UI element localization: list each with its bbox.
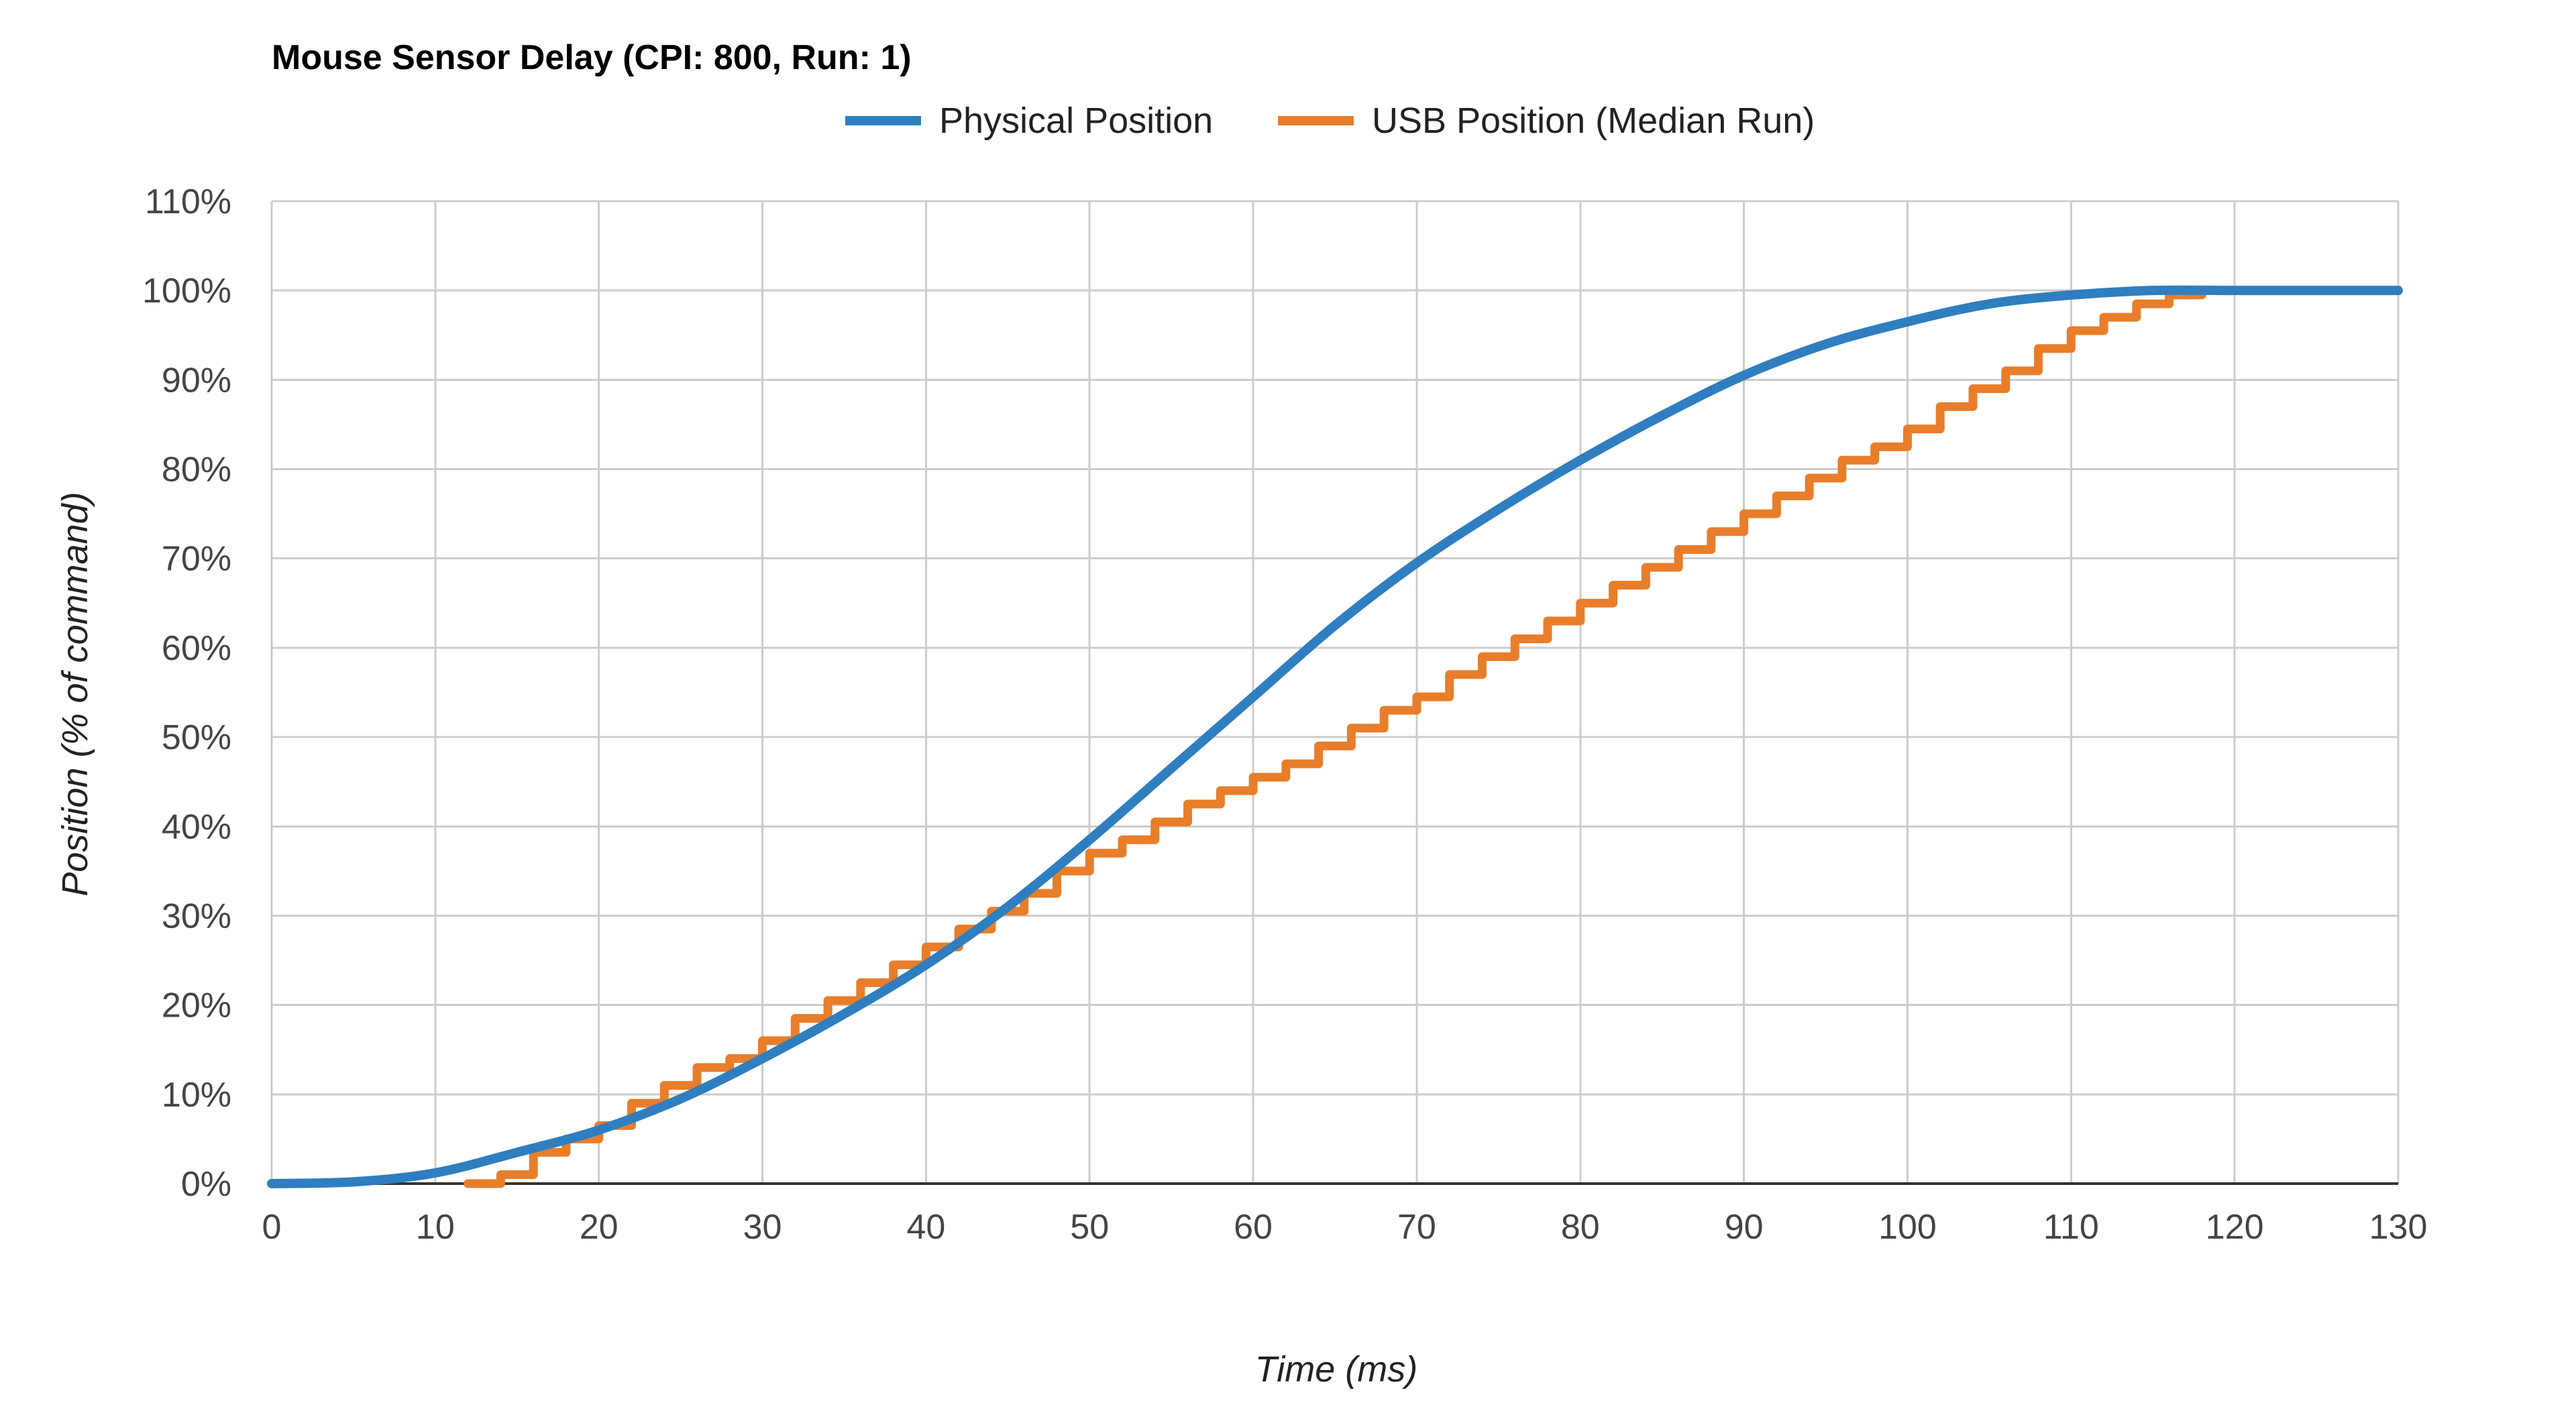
y-tick-label: 70% xyxy=(162,540,231,579)
grid xyxy=(270,200,2400,1185)
legend-item-usb-position[interactable]: USB Position (Median Run) xyxy=(1278,101,1815,141)
x-tick-label: 110 xyxy=(2043,1208,2099,1247)
series-line-usb-position-median-run xyxy=(464,286,2206,1188)
x-tick-label: 20 xyxy=(580,1208,619,1247)
y-tick-label: 80% xyxy=(162,451,231,490)
legend: Physical Position USB Position (Median R… xyxy=(845,101,1815,141)
y-tick-label: 30% xyxy=(162,897,231,935)
x-tick-label: 90 xyxy=(1725,1208,1764,1247)
x-axis-label: Time (ms) xyxy=(1255,1349,1417,1389)
x-axis-ticks: 0 10 20 30 40 50 60 70 80 90 100 110 120 130 xyxy=(262,1208,2428,1247)
legend-label-usb-position: USB Position (Median Run) xyxy=(1372,101,1815,141)
chart-title: Mouse Sensor Delay (CPI: 800, Run: 1) xyxy=(272,38,912,77)
y-tick-label: 60% xyxy=(162,629,231,668)
x-tick-label: 130 xyxy=(2369,1208,2428,1247)
x-tick-label: 50 xyxy=(1070,1208,1109,1247)
x-tick-label: 120 xyxy=(2206,1208,2264,1247)
y-axis-ticks: 0% 10% 20% 30% 40% 50% 60% 70% 80% 90% 100% 110% xyxy=(142,182,231,1204)
y-tick-label: 0% xyxy=(181,1165,231,1204)
y-tick-label: 40% xyxy=(162,807,231,846)
y-tick-label: 110% xyxy=(145,182,231,221)
y-tick-label: 20% xyxy=(162,986,231,1025)
x-tick-label: 100 xyxy=(1878,1208,1937,1247)
y-tick-label: 90% xyxy=(162,361,231,400)
legend-item-physical-position[interactable]: Physical Position xyxy=(845,101,1213,141)
x-tick-label: 80 xyxy=(1561,1208,1600,1247)
series-line-physical-position xyxy=(267,285,2403,1188)
y-axis-label: Position (% of command) xyxy=(55,492,95,896)
legend-label-physical-position: Physical Position xyxy=(939,101,1213,141)
x-tick-label: 30 xyxy=(743,1208,782,1247)
x-tick-label: 0 xyxy=(262,1208,282,1247)
x-tick-label: 10 xyxy=(416,1208,455,1247)
x-tick-label: 60 xyxy=(1234,1208,1273,1247)
x-tick-label: 40 xyxy=(906,1208,945,1247)
y-tick-label: 100% xyxy=(142,272,231,310)
y-tick-label: 50% xyxy=(162,718,231,757)
y-tick-label: 10% xyxy=(162,1076,231,1115)
x-tick-label: 70 xyxy=(1397,1208,1436,1247)
series-layer xyxy=(267,285,2403,1188)
